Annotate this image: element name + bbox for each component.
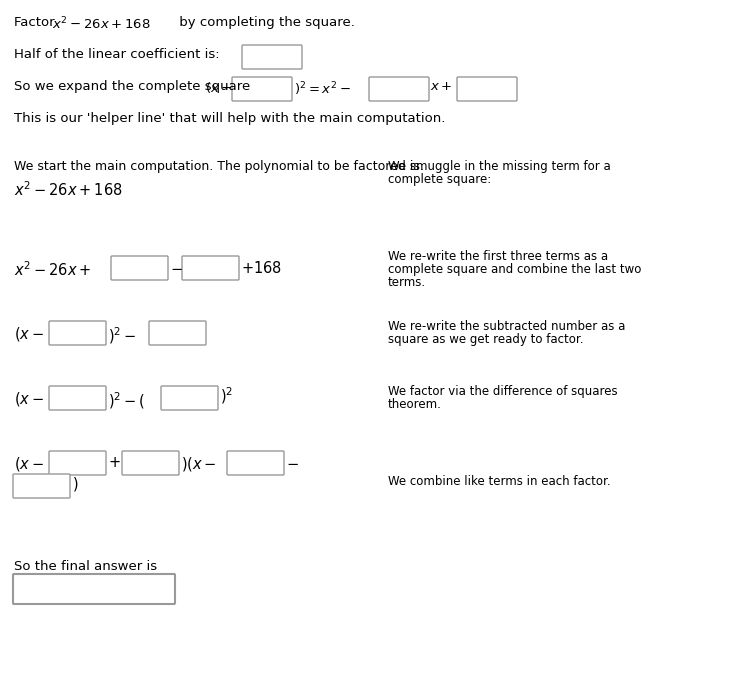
Text: complete square:: complete square: (388, 173, 491, 186)
Text: by completing the square.: by completing the square. (175, 16, 355, 29)
Text: We start the main computation. The polynomial to be factored is:: We start the main computation. The polyn… (14, 160, 424, 173)
FancyBboxPatch shape (457, 77, 517, 101)
FancyBboxPatch shape (49, 321, 106, 345)
Text: We re-write the first three terms as a: We re-write the first three terms as a (388, 250, 608, 263)
Text: We combine like terms in each factor.: We combine like terms in each factor. (388, 475, 611, 488)
FancyBboxPatch shape (13, 474, 70, 498)
Text: We re-write the subtracted number as a: We re-write the subtracted number as a (388, 320, 626, 333)
Text: $)^2 = x^2 -$: $)^2 = x^2 -$ (294, 80, 351, 97)
FancyBboxPatch shape (149, 321, 206, 345)
Text: $)(x -$: $)(x -$ (181, 455, 217, 473)
FancyBboxPatch shape (122, 451, 179, 475)
FancyBboxPatch shape (242, 45, 302, 69)
Text: Factor: Factor (14, 16, 59, 29)
Text: $(x -$: $(x -$ (205, 80, 232, 95)
Text: So the final answer is: So the final answer is (14, 560, 157, 573)
Text: $(x -$: $(x -$ (14, 325, 44, 343)
FancyBboxPatch shape (49, 451, 106, 475)
Text: $)^2 -$: $)^2 -$ (108, 325, 137, 346)
Text: $x +$: $x +$ (430, 80, 452, 93)
Text: $)^2$: $)^2$ (220, 385, 234, 406)
FancyBboxPatch shape (49, 386, 106, 410)
Text: theorem.: theorem. (388, 398, 442, 411)
Text: $+168$: $+168$ (241, 260, 282, 276)
Text: terms.: terms. (388, 276, 426, 289)
FancyBboxPatch shape (161, 386, 218, 410)
FancyBboxPatch shape (232, 77, 292, 101)
Text: This is our 'helper line' that will help with the main computation.: This is our 'helper line' that will help… (14, 112, 445, 125)
Text: $(x -$: $(x -$ (14, 390, 44, 408)
FancyBboxPatch shape (182, 256, 239, 280)
Text: $x^2 - 26x + 168$: $x^2 - 26x + 168$ (52, 16, 151, 33)
Text: $-$: $-$ (170, 260, 182, 275)
Text: Half of the linear coefficient is:: Half of the linear coefficient is: (14, 48, 219, 61)
Text: $x^2 - 26x + 168$: $x^2 - 26x + 168$ (14, 180, 122, 199)
Text: $)^2 - ($: $)^2 - ($ (108, 390, 145, 411)
FancyBboxPatch shape (13, 574, 175, 604)
FancyBboxPatch shape (369, 77, 429, 101)
FancyBboxPatch shape (227, 451, 284, 475)
FancyBboxPatch shape (111, 256, 168, 280)
Text: $+$: $+$ (108, 455, 121, 470)
Text: complete square and combine the last two: complete square and combine the last two (388, 263, 641, 276)
Text: $-$: $-$ (286, 455, 299, 470)
Text: $x^2 - 26x +$: $x^2 - 26x +$ (14, 260, 92, 279)
Text: So we expand the complete square: So we expand the complete square (14, 80, 255, 93)
Text: $(x -$: $(x -$ (14, 455, 44, 473)
Text: We smuggle in the missing term for a: We smuggle in the missing term for a (388, 160, 611, 173)
Text: $)$: $)$ (72, 475, 78, 493)
Text: We factor via the difference of squares: We factor via the difference of squares (388, 385, 617, 398)
Text: square as we get ready to factor.: square as we get ready to factor. (388, 333, 584, 346)
